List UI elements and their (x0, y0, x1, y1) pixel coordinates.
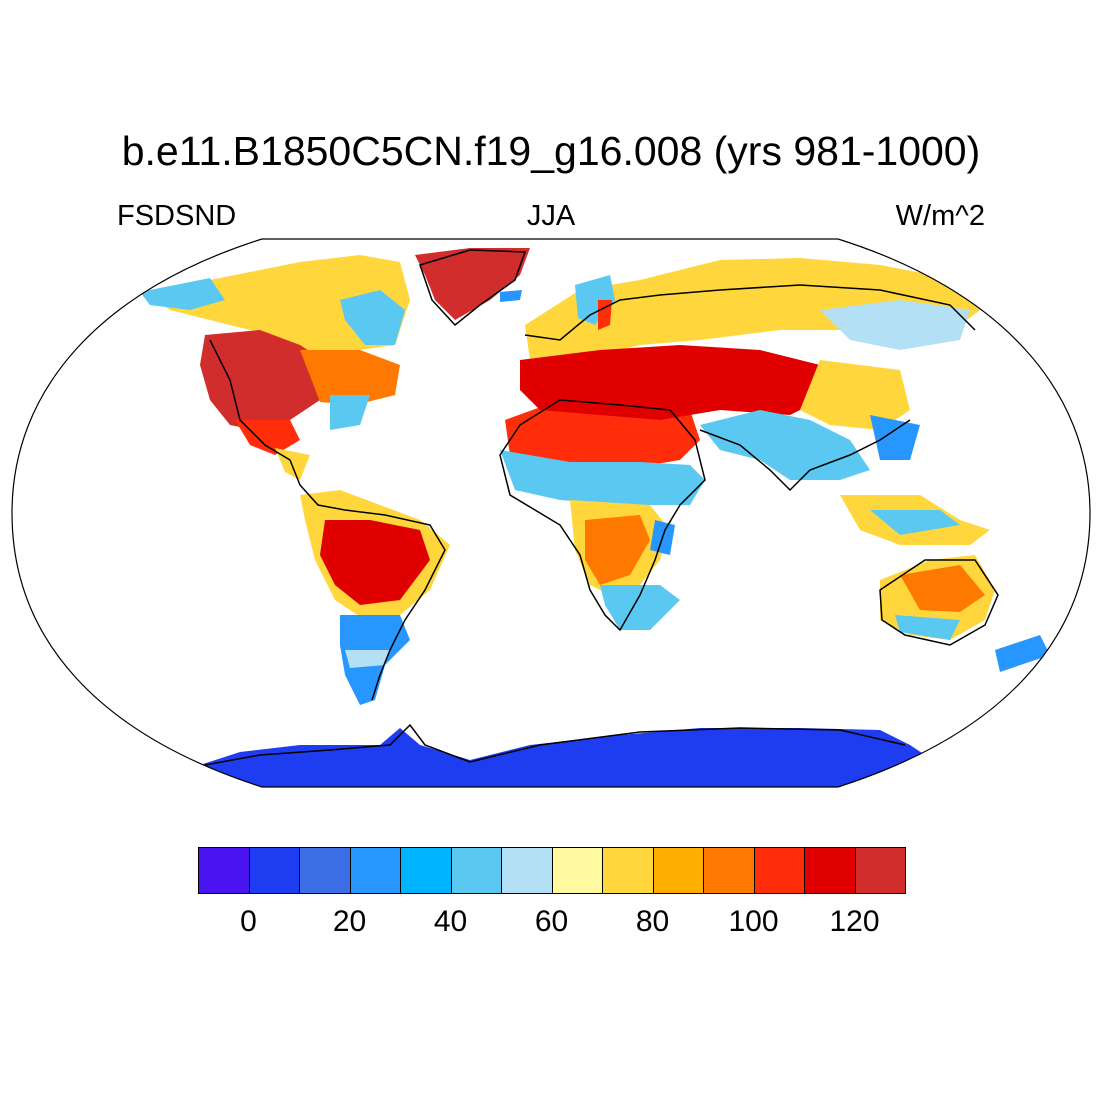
colorbar-box (198, 847, 250, 894)
colorbar-box (652, 847, 704, 894)
region-eastern-na (300, 350, 400, 405)
colorbar-box (400, 847, 452, 894)
colorbar-tick-label: 100 (728, 905, 779, 938)
region-greenland (415, 248, 530, 320)
colorbar-box (349, 847, 401, 894)
colorbar-box (703, 847, 755, 894)
region-southern-africa (585, 515, 650, 585)
region-hudson (340, 290, 405, 345)
region-western-na (200, 330, 330, 430)
region-canada (150, 255, 410, 360)
region-sahel (500, 450, 705, 505)
colorbar-tick-label: 60 (534, 905, 569, 938)
colorbar-box (248, 847, 300, 894)
colorbar-box (602, 847, 654, 894)
region-mexico (235, 420, 300, 455)
colorbar-box (854, 847, 906, 894)
plot-title: b.e11.B1850C5CN.f19_g16.008 (yrs 981-100… (121, 128, 981, 174)
colorbar-tick-label: 80 (635, 905, 670, 938)
region-east-asia (800, 360, 910, 430)
region-antarctica (180, 728, 960, 787)
globe-outline (11, 238, 1091, 788)
region-alaska (140, 278, 225, 310)
region-amazon (320, 520, 430, 605)
region-middle-east (520, 345, 830, 420)
colorbar-box (299, 847, 351, 894)
colorbar-tick-label: 0 (240, 905, 257, 938)
colorbar-tick-label: 40 (433, 905, 468, 938)
colorbar-box (450, 847, 502, 894)
region-southeast-us (330, 395, 370, 430)
colorbar-box (501, 847, 553, 894)
colorbar-tick-label: 20 (332, 905, 367, 938)
colorbar-box (804, 847, 856, 894)
colorbar-box (551, 847, 603, 894)
region-europe (525, 258, 980, 360)
units-label: W/m^2 (895, 200, 985, 232)
season-label: JJA (526, 200, 576, 232)
region-south-asia (700, 410, 870, 480)
variable-name: FSDSND (117, 200, 237, 232)
region-siberia (820, 300, 970, 350)
colorbar-box (753, 847, 805, 894)
colorbar-tick-label: 120 (829, 905, 880, 938)
